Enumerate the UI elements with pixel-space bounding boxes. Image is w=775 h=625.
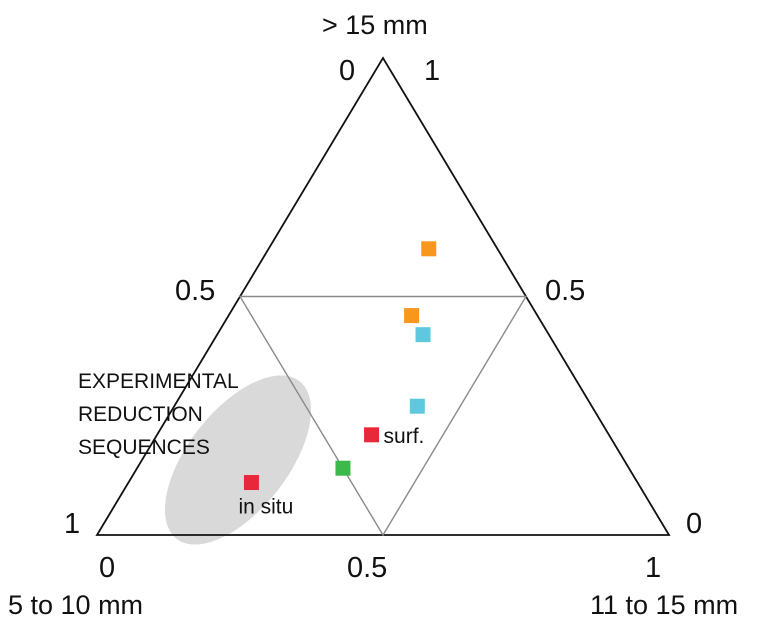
axis-names: > 15 mm 5 to 10 mm 11 to 15 mm <box>8 10 738 620</box>
data-point-cyan-3 <box>409 398 425 414</box>
tick-top-left: 0 <box>339 55 355 87</box>
annotation-line-1: EXPERIMENTAL <box>78 370 239 393</box>
axis-label-bottom-left: 5 to 10 mm <box>8 590 143 620</box>
tick-mid-left: 0.5 <box>175 275 215 307</box>
tick-bottom-mid: 0.5 <box>347 552 387 584</box>
tick-right: 0 <box>686 508 702 540</box>
data-point-green-5 <box>335 460 351 476</box>
inner-subdivision-triangle <box>238 295 528 537</box>
tick-left: 1 <box>64 508 80 540</box>
tick-top-right: 1 <box>424 55 440 87</box>
axis-label-bottom-right: 11 to 15 mm <box>590 590 738 620</box>
tick-bottom-left: 0 <box>99 552 115 584</box>
point-label-4: surf. <box>384 425 425 448</box>
data-point-orange-1 <box>404 308 420 324</box>
data-point-red-6 <box>243 475 259 491</box>
point-label-6: in situ <box>238 496 293 519</box>
annotation-line-3: SEQUENCES <box>78 436 210 459</box>
tick-labels: 0 1 0.5 0.5 1 0 0 0.5 1 <box>64 55 702 584</box>
experimental-annotation: EXPERIMENTAL REDUCTION SEQUENCES <box>78 370 239 459</box>
tick-mid-right: 0.5 <box>545 275 585 307</box>
data-point-cyan-2 <box>415 327 431 343</box>
axis-label-top: > 15 mm <box>322 10 428 40</box>
annotation-line-2: REDUCTION <box>78 403 203 426</box>
chart-frame <box>95 56 671 545</box>
experimental-zone-shape <box>164 375 312 545</box>
data-points: surf. in situ <box>238 241 437 519</box>
data-point-red-4 <box>364 427 380 443</box>
tick-bottom-right: 1 <box>645 552 661 584</box>
data-point-orange-0 <box>421 241 437 257</box>
